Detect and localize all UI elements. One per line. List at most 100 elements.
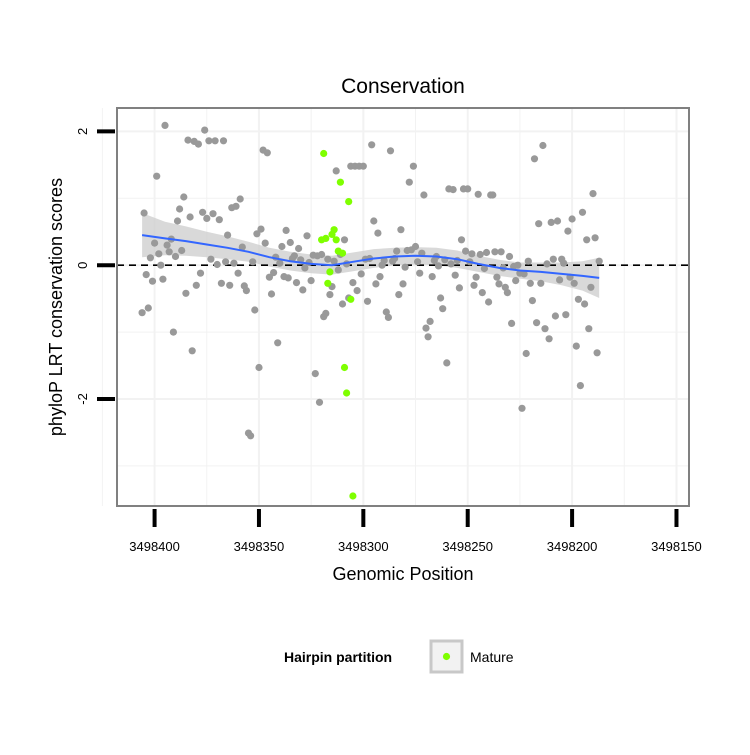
data-point bbox=[426, 317, 434, 325]
data-point bbox=[556, 276, 564, 284]
data-point bbox=[161, 121, 169, 129]
data-point bbox=[301, 264, 309, 272]
data-point bbox=[543, 260, 551, 268]
data-point bbox=[146, 254, 154, 262]
data-point bbox=[232, 202, 240, 210]
data-point bbox=[184, 136, 192, 144]
data-point bbox=[405, 178, 413, 186]
data-point bbox=[451, 271, 459, 279]
data-point bbox=[508, 319, 516, 327]
data-point bbox=[324, 255, 332, 263]
data-point bbox=[591, 234, 599, 242]
data-point bbox=[215, 216, 223, 224]
data-point bbox=[196, 269, 205, 277]
data-point bbox=[334, 266, 342, 274]
data-point bbox=[199, 208, 207, 216]
data-point bbox=[562, 311, 570, 319]
data-point bbox=[270, 269, 278, 277]
data-point bbox=[163, 241, 171, 249]
data-point bbox=[247, 432, 255, 440]
data-point-mature bbox=[349, 492, 357, 500]
data-point bbox=[370, 217, 378, 225]
data-point bbox=[205, 137, 213, 145]
data-point bbox=[503, 289, 511, 297]
data-point-mature bbox=[324, 279, 332, 287]
data-point bbox=[222, 258, 230, 266]
data-point bbox=[551, 312, 560, 320]
data-point bbox=[148, 277, 157, 285]
data-point bbox=[180, 193, 188, 201]
data-point bbox=[236, 195, 244, 203]
data-point bbox=[535, 220, 543, 228]
data-point bbox=[255, 363, 263, 372]
data-point bbox=[276, 259, 284, 267]
data-point bbox=[464, 185, 472, 193]
data-point bbox=[261, 239, 269, 247]
data-point bbox=[299, 286, 307, 294]
data-point bbox=[372, 280, 380, 288]
data-point bbox=[411, 242, 420, 251]
data-point bbox=[560, 259, 568, 267]
data-point bbox=[238, 243, 246, 251]
data-point-mature bbox=[345, 198, 353, 206]
data-point bbox=[157, 261, 165, 269]
x-tick-label: 3498350 bbox=[234, 539, 285, 554]
y-axis: 2 0 -2 bbox=[75, 128, 115, 405]
data-point bbox=[485, 298, 493, 306]
data-point bbox=[267, 290, 276, 298]
data-point bbox=[290, 252, 298, 260]
data-point bbox=[524, 257, 532, 265]
data-point bbox=[173, 217, 182, 225]
data-point bbox=[393, 247, 401, 255]
data-point bbox=[472, 273, 480, 281]
data-point bbox=[581, 300, 589, 308]
data-point bbox=[295, 244, 303, 253]
data-point bbox=[234, 269, 242, 277]
data-point bbox=[357, 270, 365, 278]
data-point bbox=[549, 255, 557, 263]
grid-lines bbox=[101, 108, 689, 506]
x-tick-label: 3498150 bbox=[651, 539, 702, 554]
data-point bbox=[292, 279, 301, 287]
data-point bbox=[489, 191, 497, 199]
data-point bbox=[382, 308, 390, 316]
data-point bbox=[201, 126, 209, 134]
data-point bbox=[176, 205, 184, 213]
data-point bbox=[533, 319, 541, 327]
data-point bbox=[192, 281, 200, 289]
smooth-line bbox=[141, 234, 600, 279]
data-point bbox=[470, 281, 478, 289]
data-point bbox=[217, 279, 225, 287]
data-point bbox=[474, 190, 482, 198]
data-point bbox=[568, 215, 576, 223]
data-point bbox=[303, 232, 311, 240]
data-point bbox=[226, 281, 234, 289]
data-point bbox=[514, 261, 522, 269]
x-tick-label: 3498400 bbox=[129, 539, 180, 554]
data-point bbox=[386, 147, 395, 155]
data-point bbox=[437, 294, 445, 302]
data-point bbox=[399, 280, 407, 288]
data-point bbox=[493, 273, 501, 281]
data-point-mature bbox=[330, 226, 338, 234]
y-axis-title: phyloP LRT conservation scores bbox=[46, 178, 66, 436]
data-point bbox=[449, 186, 457, 194]
data-point bbox=[439, 305, 447, 313]
legend: Hairpin partition Mature bbox=[284, 639, 514, 674]
legend-title: Hairpin partition bbox=[284, 649, 392, 665]
data-point bbox=[151, 239, 159, 247]
y-tick-label: 2 bbox=[75, 128, 90, 135]
plot-panel bbox=[101, 107, 690, 507]
data-point bbox=[278, 242, 286, 251]
data-point-mature bbox=[336, 178, 344, 186]
data-point bbox=[495, 280, 503, 288]
data-point bbox=[457, 236, 466, 244]
data-point bbox=[138, 309, 146, 317]
data-point bbox=[401, 263, 409, 271]
data-point bbox=[420, 191, 428, 199]
data-point bbox=[530, 155, 539, 163]
data-point bbox=[545, 335, 553, 343]
data-point bbox=[541, 325, 549, 333]
